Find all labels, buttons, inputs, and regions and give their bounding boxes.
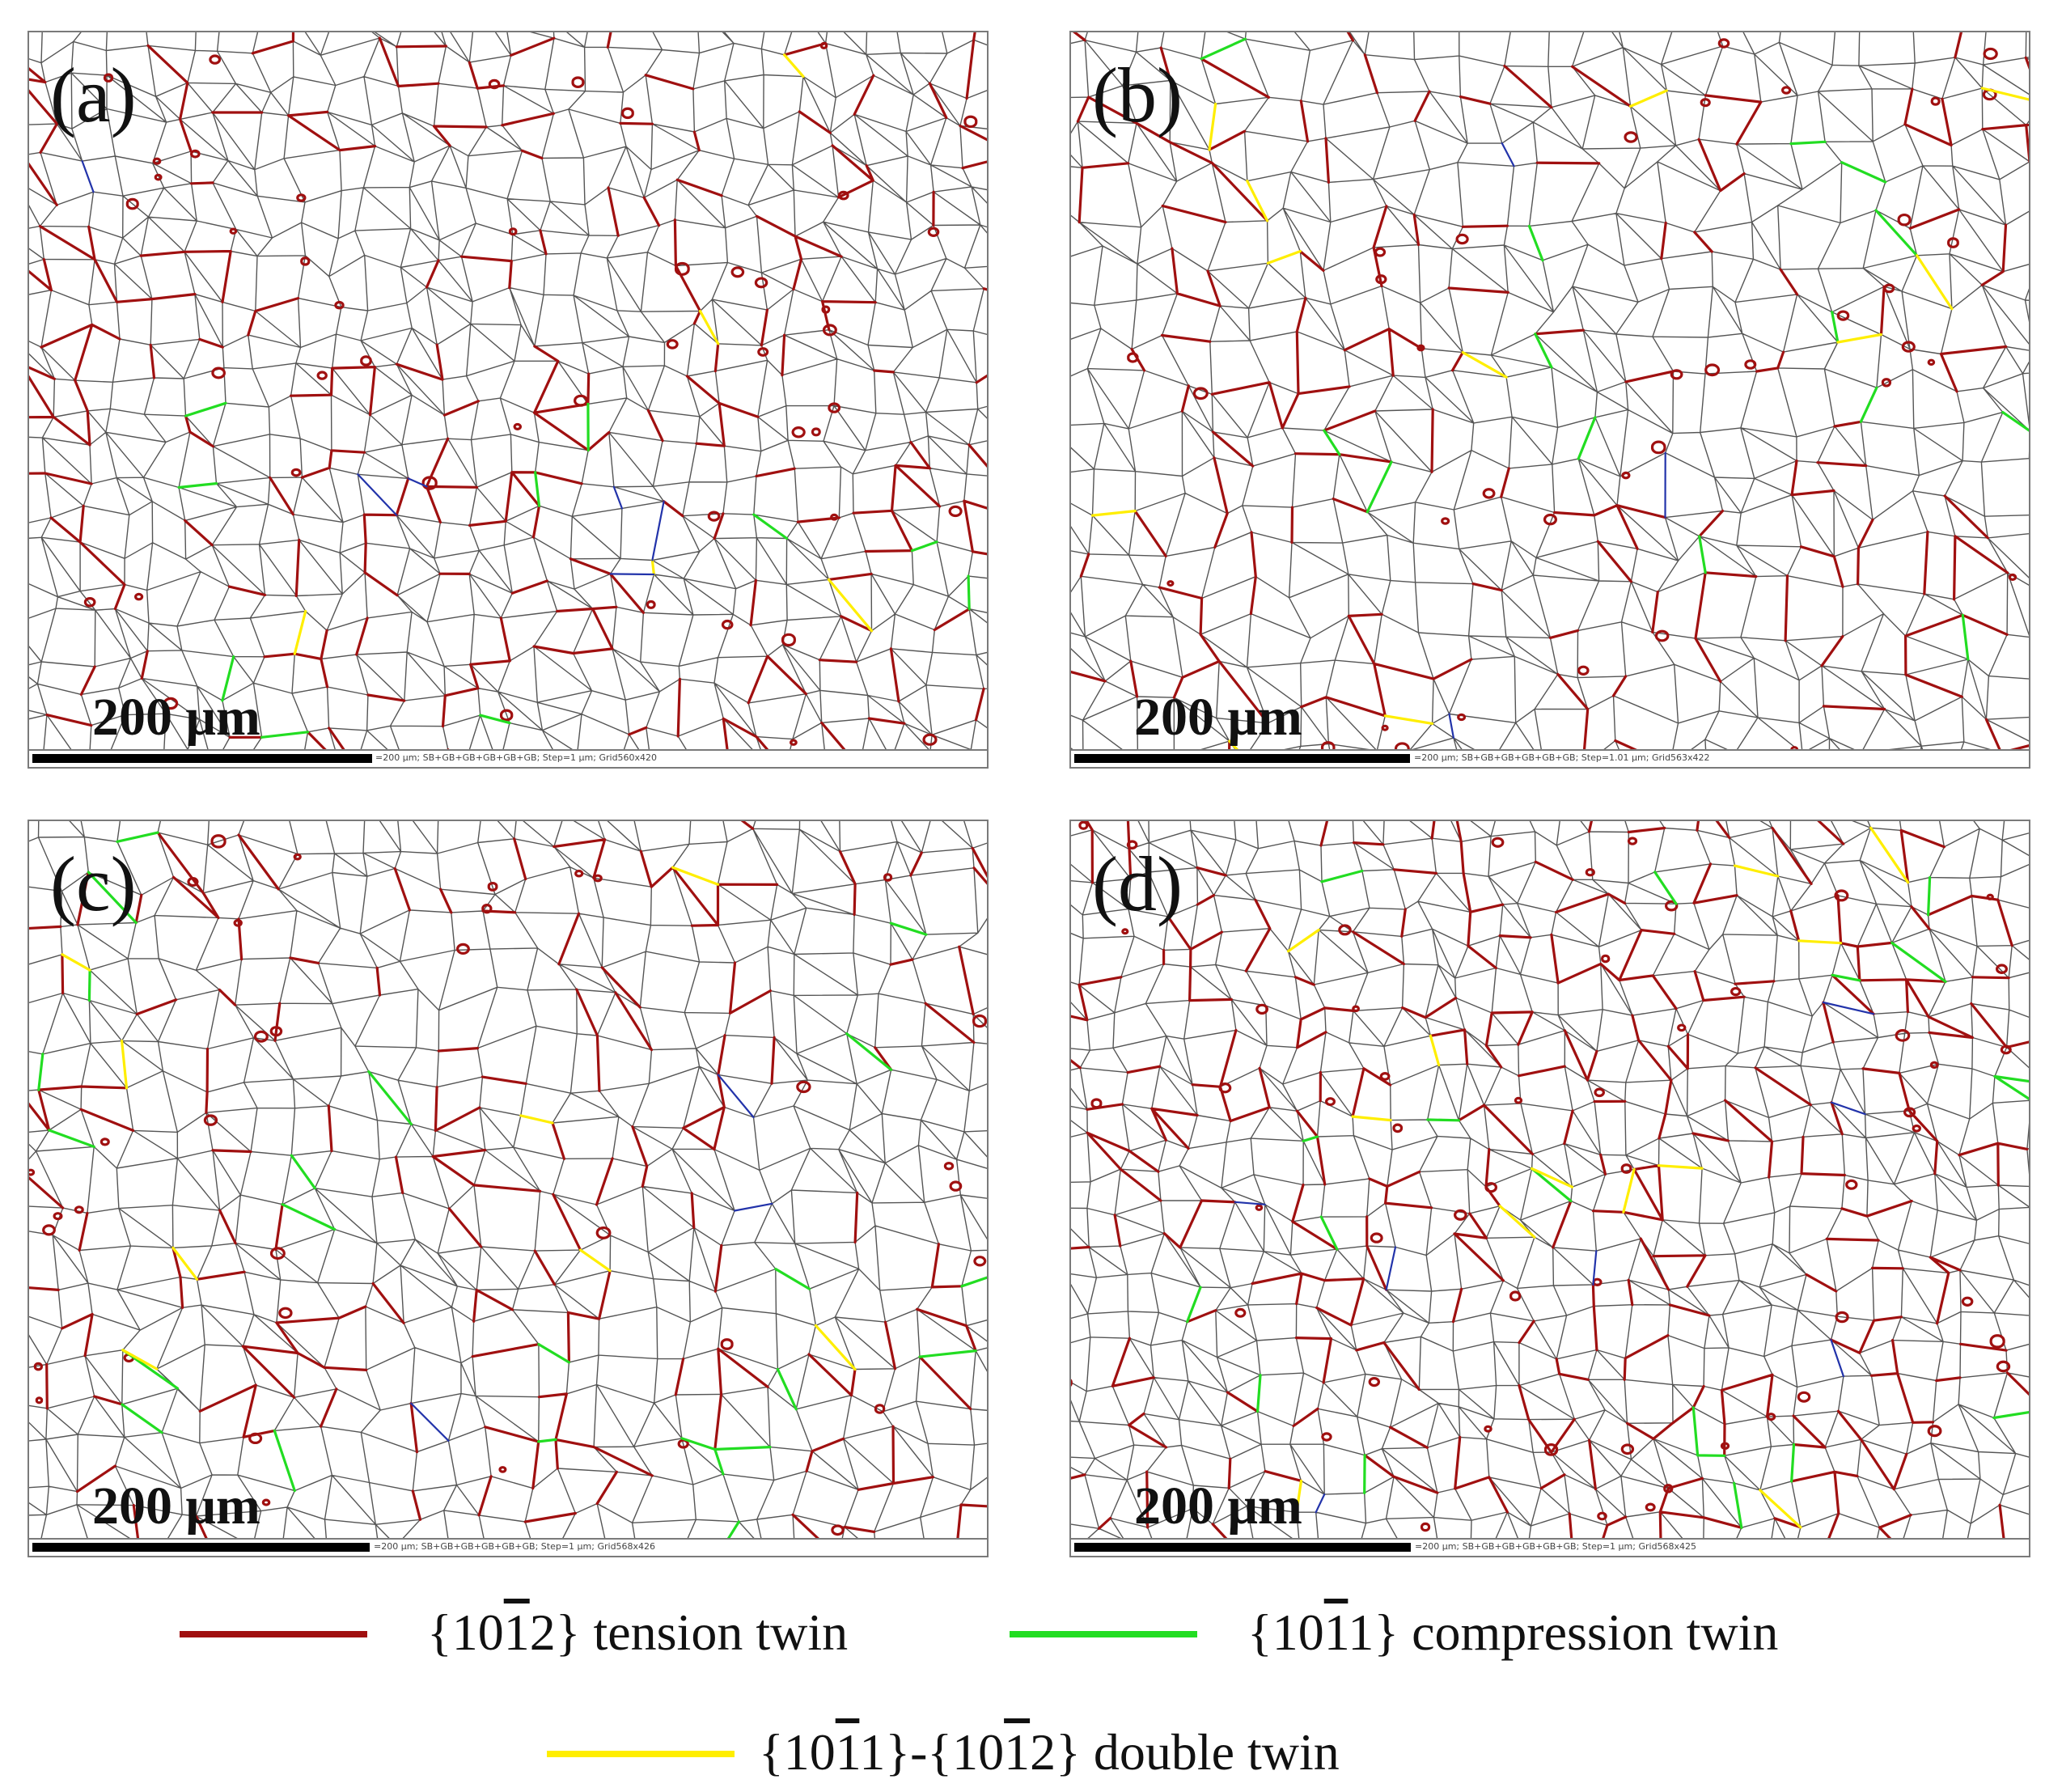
- scalebar-strip-a: =200 μm; SB+GB+GB+GB+GB+GB; Step=1 μm; G…: [29, 749, 987, 767]
- legend-double-label: {1011}-{1012} double twin: [759, 1723, 1340, 1781]
- tension-twin-boundaries: [1071, 32, 2029, 749]
- panel-label-d: (d): [1092, 841, 1183, 927]
- legend-double-twin: {1011}-{1012} double twin: [547, 1724, 1679, 1781]
- scalebar-caption-d: =200 μm; SB+GB+GB+GB+GB+GB; Step=1 μm; G…: [1415, 1541, 1697, 1552]
- grain-map-a: [29, 32, 987, 749]
- grain-boundaries: [1071, 32, 2029, 749]
- legend-double-swatch: [547, 1751, 735, 1757]
- scalebar-d: [1074, 1543, 1411, 1552]
- scale-label-d: 200 μm: [1134, 1476, 1302, 1536]
- double-twin-boundaries: [61, 866, 857, 1371]
- scale-label-c: 200 μm: [92, 1476, 260, 1536]
- grain-boundaries: [29, 32, 987, 749]
- compression-twin-boundaries: [177, 401, 971, 739]
- scalebar-caption-c: =200 μm; SB+GB+GB+GB+GB+GB; Step=1 μm; G…: [374, 1541, 656, 1552]
- compression-twin-boundaries: [1200, 37, 2029, 661]
- scalebar-strip-b: =200 μm; SB+GB+GB+GB+GB+GB; Step=1.01 μm…: [1071, 749, 2029, 767]
- grain-map-d: [1071, 821, 2029, 1538]
- ebsd-panel-a: (a) 200 μm =200 μm; SB+GB+GB+GB+GB+GB; S…: [28, 31, 989, 769]
- scale-label-a: 200 μm: [92, 688, 260, 747]
- other-boundaries: [81, 160, 665, 576]
- grain-boundaries: [29, 821, 987, 1538]
- compression-twin-boundaries: [1186, 869, 2029, 1529]
- legend-tension-twin: {1012} tension twin: [180, 1604, 989, 1661]
- scalebar-strip-d: =200 μm; SB+GB+GB+GB+GB+GB; Step=1 μm; G…: [1071, 1538, 2029, 1556]
- legend-tension-swatch: [180, 1631, 367, 1637]
- legend-tension-label: {1012} tension twin: [427, 1603, 849, 1661]
- compression-twin-boundaries: [37, 831, 987, 1538]
- ebsd-panel-d: (d) 200 μm =200 μm; SB+GB+GB+GB+GB+GB; S…: [1069, 820, 2030, 1557]
- tension-twin-boundaries: [29, 32, 987, 749]
- scalebar-caption-a: =200 μm; SB+GB+GB+GB+GB+GB; Step=1 μm; G…: [375, 752, 658, 763]
- grain-map-b: [1071, 32, 2029, 749]
- other-boundaries: [1234, 1001, 1875, 1514]
- scale-label-b: 200 μm: [1134, 688, 1302, 747]
- grain-map-c: [29, 821, 987, 1538]
- panel-label-a: (a): [50, 52, 137, 138]
- panel-label-b: (b): [1092, 52, 1183, 138]
- scalebar-c: [32, 1543, 370, 1552]
- double-twin-boundaries: [1090, 87, 2029, 749]
- other-boundaries: [1448, 142, 1666, 739]
- scalebar-caption-b: =200 μm; SB+GB+GB+GB+GB+GB; Step=1.01 μm…: [1414, 752, 1710, 763]
- grain-boundaries: [1071, 821, 2029, 1538]
- ebsd-panel-b: (b) 200 μm =200 μm; SB+GB+GB+GB+GB+GB; S…: [1069, 31, 2030, 769]
- double-twin-boundaries: [1286, 826, 1910, 1529]
- panel-label-c: (c): [50, 841, 137, 927]
- scalebar-strip-c: =200 μm; SB+GB+GB+GB+GB+GB; Step=1 μm; G…: [29, 1538, 987, 1556]
- ebsd-panel-c: (c) 200 μm =200 μm; SB+GB+GB+GB+GB+GB; S…: [28, 820, 989, 1557]
- tension-twin-boundaries: [29, 821, 987, 1538]
- legend-compression-twin: {1011} compression twin: [1010, 1604, 1899, 1661]
- legend-compression-swatch: [1010, 1631, 1197, 1637]
- other-boundaries: [410, 1074, 773, 1442]
- double-twin-boundaries: [293, 53, 874, 655]
- tension-twin-boundaries: [1071, 821, 2029, 1538]
- scalebar-a: [32, 754, 372, 763]
- legend-compression-label: {1011} compression twin: [1247, 1603, 1779, 1661]
- scalebar-b: [1074, 754, 1410, 763]
